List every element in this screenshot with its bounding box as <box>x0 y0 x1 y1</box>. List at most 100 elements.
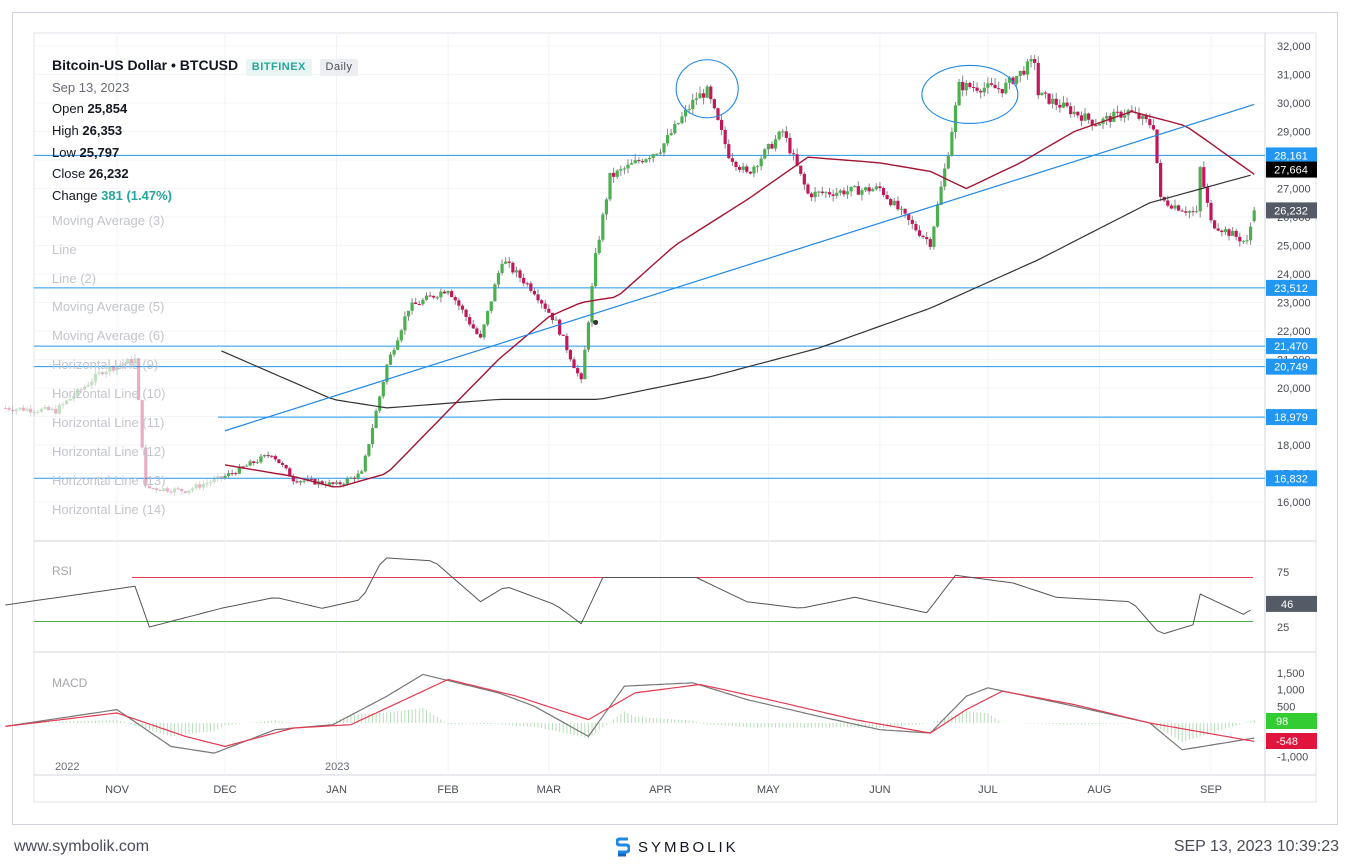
candle <box>773 135 778 152</box>
legend-change: Change 381 (1.47%) <box>52 185 372 207</box>
candle <box>417 300 421 306</box>
candle-body <box>61 403 65 406</box>
candle-body <box>669 133 673 135</box>
candle-body <box>576 368 580 374</box>
candle-body <box>799 165 803 174</box>
candle <box>752 164 756 178</box>
candle-body <box>770 144 774 149</box>
price-tag: 21,470 <box>1266 338 1317 355</box>
study-item[interactable]: Moving Average (6) <box>52 328 165 344</box>
candle-body <box>208 482 213 484</box>
candle <box>11 405 15 414</box>
candle-body <box>21 407 26 411</box>
candle <box>1105 112 1109 126</box>
candle <box>590 283 594 327</box>
candle-body <box>334 482 339 484</box>
candle <box>385 363 389 385</box>
footer-website[interactable]: www.symbolik.com <box>14 838 150 855</box>
candle <box>230 469 234 476</box>
candle <box>827 187 832 198</box>
study-item[interactable]: Horizontal Line (13) <box>52 472 166 488</box>
candle-body <box>1097 123 1102 126</box>
candle-body <box>860 190 864 195</box>
candle <box>745 164 749 174</box>
candle <box>486 310 490 327</box>
candle-body <box>849 186 853 192</box>
study-item[interactable]: Line <box>52 241 77 257</box>
study-item[interactable]: Line (2) <box>52 270 97 286</box>
candle <box>586 320 591 353</box>
candle-body <box>507 261 511 263</box>
brand-name: SYMBOLIK <box>638 838 739 856</box>
candle-body <box>802 173 806 185</box>
candle-body <box>165 488 169 492</box>
candle <box>583 346 587 380</box>
candle <box>396 337 400 351</box>
candle <box>514 266 519 278</box>
candle <box>604 197 609 220</box>
candle <box>1011 75 1015 85</box>
candle <box>928 236 932 250</box>
study-item[interactable]: Horizontal Line (12) <box>52 443 166 459</box>
candle-body <box>1011 77 1015 84</box>
candle-body <box>162 488 166 491</box>
candle-body <box>147 485 151 489</box>
candle <box>1000 88 1004 98</box>
study-item[interactable]: Horizontal Line (14) <box>52 501 166 517</box>
candle <box>979 89 983 99</box>
candle <box>554 316 558 321</box>
candle <box>1216 223 1220 232</box>
candle <box>964 80 968 96</box>
candle-body <box>1202 167 1206 187</box>
candle <box>748 171 752 175</box>
candle-body <box>824 192 828 194</box>
candle <box>968 81 972 89</box>
candle <box>777 130 781 141</box>
study-item[interactable]: Horizontal Line (9) <box>52 357 159 373</box>
price-tag-box <box>1266 358 1317 375</box>
candle <box>381 380 385 399</box>
candle <box>680 112 684 125</box>
candle <box>241 465 245 468</box>
candle-body <box>136 358 141 401</box>
candle-body <box>3 407 8 409</box>
candle <box>237 463 241 475</box>
study-item[interactable]: Moving Average (5) <box>52 299 165 315</box>
candle-body <box>234 473 238 475</box>
candle-body <box>363 455 367 472</box>
candle-body <box>1047 93 1051 104</box>
time-tick-label: MAY <box>757 784 781 796</box>
candle <box>849 186 853 197</box>
study-item[interactable]: Horizontal Line (11) <box>52 414 165 430</box>
moving-average-short-line <box>224 110 1255 488</box>
candle <box>1144 112 1148 123</box>
candle-body <box>7 408 11 410</box>
candle-body <box>766 144 770 150</box>
candle-body <box>1169 205 1174 209</box>
study-item[interactable]: Moving Average (3) <box>52 212 165 228</box>
candle-body <box>1065 102 1069 107</box>
candle-body <box>813 191 817 198</box>
exchange-badge: BITFINEX <box>245 59 312 76</box>
price-tag: 16,832 <box>1266 470 1317 487</box>
candle <box>216 473 220 482</box>
symbol-title[interactable]: Bitcoin-US Dollar • BTCUSD <box>52 57 239 73</box>
candle <box>1212 219 1217 230</box>
candle <box>1234 228 1238 241</box>
candle-body <box>1094 125 1098 127</box>
candle-body <box>727 144 731 159</box>
candle <box>223 473 227 480</box>
study-list: Moving Average (3) Line Line (2) Moving Ave… <box>52 210 372 520</box>
candle-body <box>1058 104 1062 108</box>
candle-body <box>925 237 929 240</box>
candle <box>784 126 788 143</box>
candle <box>262 454 267 458</box>
candle <box>388 352 393 366</box>
candle <box>36 409 40 415</box>
timeframe-badge[interactable]: Daily <box>319 59 359 76</box>
candle-body <box>673 123 677 134</box>
candle-body <box>194 484 198 489</box>
moving-average-long-line <box>221 174 1251 409</box>
study-item[interactable]: Horizontal Line (10) <box>52 386 166 402</box>
